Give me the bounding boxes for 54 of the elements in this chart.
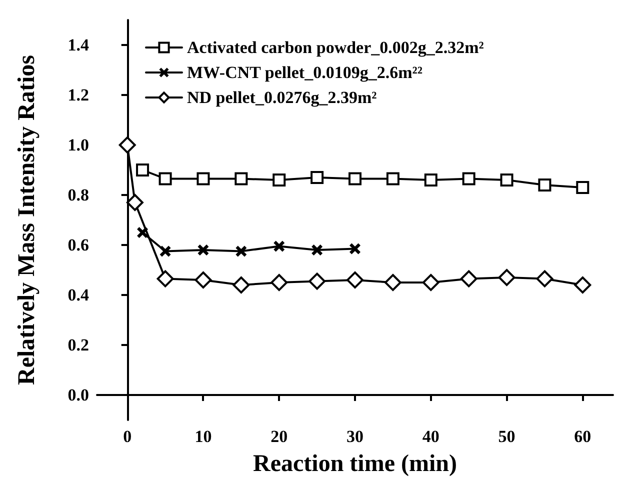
- point: [308, 272, 326, 290]
- point: [272, 174, 286, 186]
- point: [384, 274, 402, 291]
- point: [350, 243, 360, 254]
- point: [274, 240, 285, 252]
- legend-label: MW-CNT pellet_0.0109g_2.6m²²: [187, 63, 422, 82]
- y-tick-label: 0.2: [68, 336, 89, 354]
- x-tick-label: 20: [270, 427, 288, 446]
- x-tick-label: 0: [123, 427, 132, 446]
- legend-label: ND pellet_0.0276g_2.39m²: [187, 88, 377, 107]
- point: [500, 174, 514, 186]
- point: [422, 274, 440, 291]
- point: [196, 172, 210, 186]
- legend-label: Activated carbon powder_0.002g_2.32m²: [187, 38, 484, 57]
- point: [574, 276, 592, 294]
- y-tick-label: 0.4: [68, 286, 90, 304]
- point: [348, 172, 362, 186]
- point: [536, 270, 554, 288]
- x-tick-label: 40: [422, 427, 440, 446]
- x-axis-title: Reaction time (min): [253, 451, 457, 477]
- point: [576, 181, 590, 194]
- point: [198, 244, 209, 256]
- y-axis-title: Relatively Mass Intensity Ratios: [14, 55, 40, 385]
- point: [386, 172, 400, 186]
- x-tick-label: 10: [194, 427, 212, 446]
- y-tick-label: 1.2: [68, 86, 89, 104]
- point: [312, 244, 323, 256]
- x-tick-label: 30: [346, 427, 364, 446]
- point: [232, 276, 250, 294]
- point: [160, 246, 171, 257]
- y-tick-label: 1.0: [68, 136, 89, 154]
- y-tick-label: 0.0: [68, 386, 89, 404]
- point: [346, 272, 364, 288]
- point: [236, 246, 247, 257]
- point: [126, 194, 144, 211]
- y-tick-label: 1.4: [68, 36, 90, 54]
- point: [137, 227, 148, 238]
- point: [156, 270, 174, 288]
- point: [310, 171, 324, 184]
- point: [424, 174, 438, 186]
- point: [460, 270, 478, 288]
- y-tick-label: 0.6: [68, 236, 89, 254]
- point: [462, 172, 476, 186]
- point: [538, 178, 552, 192]
- point: [194, 272, 212, 288]
- point: [498, 269, 516, 286]
- point: [118, 136, 136, 154]
- y-tick-label: 0.8: [68, 186, 89, 204]
- point: [270, 274, 288, 291]
- x-tick-label: 60: [574, 427, 592, 446]
- point: [234, 172, 248, 186]
- point: [158, 172, 172, 186]
- point: [136, 164, 150, 176]
- x-tick-label: 50: [498, 427, 516, 446]
